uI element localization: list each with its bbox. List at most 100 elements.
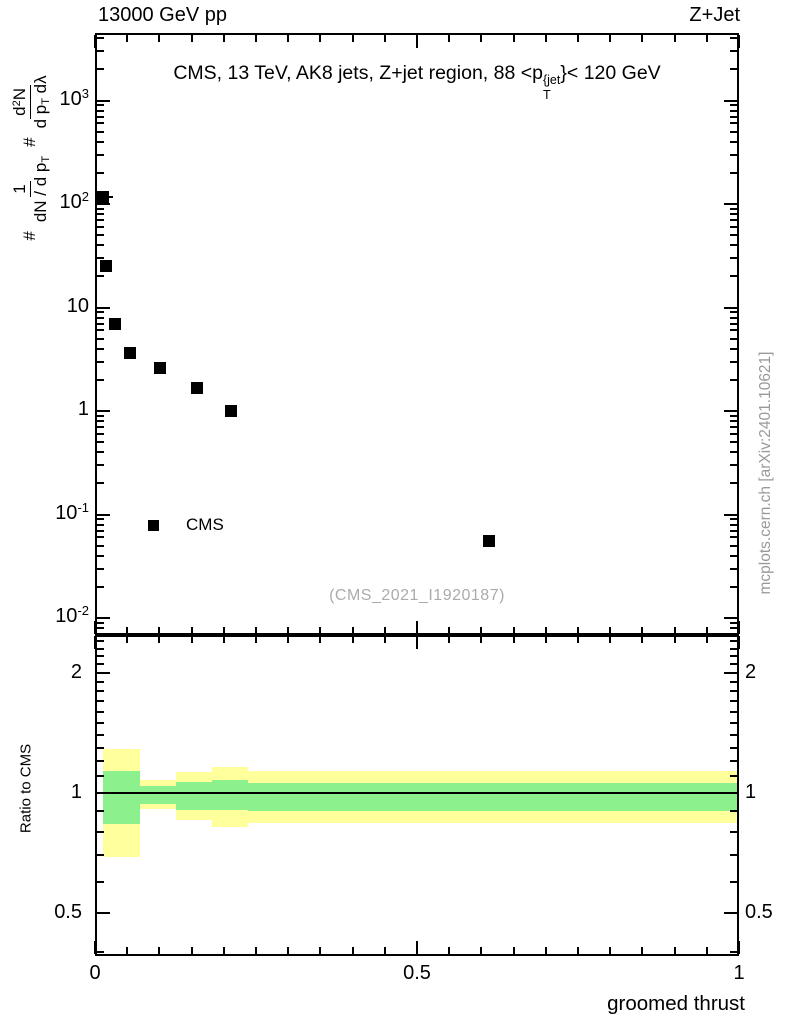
x-tick (126, 35, 129, 42)
x-tick (705, 627, 708, 634)
x-tick (287, 627, 290, 634)
legend-marker-square (148, 520, 159, 531)
x-tick (255, 627, 257, 634)
y-tick (730, 733, 737, 736)
x-tick (319, 627, 322, 634)
y-tick (730, 523, 737, 526)
y-tick (730, 655, 737, 658)
ratio-tick-label: 0.5 (745, 901, 773, 924)
y-tick (97, 37, 104, 40)
x-tick (287, 636, 290, 643)
y-tick (97, 680, 104, 683)
x-tick (287, 947, 290, 954)
y-tick (97, 513, 110, 516)
y-tick (97, 451, 104, 454)
y-tick (97, 311, 104, 314)
main-plot-frame (95, 33, 739, 635)
x-tick (190, 636, 193, 643)
x-tick (448, 627, 451, 634)
y-tick (730, 451, 737, 454)
y-tick (97, 536, 104, 539)
x-tick (190, 627, 193, 634)
x-tick (126, 636, 129, 643)
x-tick (383, 636, 386, 643)
x-tick (190, 35, 193, 42)
y-tick (730, 640, 737, 643)
pt-superscript-subscript: {jet T (543, 74, 560, 101)
x-tick (222, 627, 225, 634)
x-tick (512, 627, 515, 634)
y-tick (97, 690, 104, 693)
y-tick (730, 225, 737, 228)
y-tick-label: 10-2 (55, 603, 89, 627)
x-tick (416, 621, 418, 634)
x-tick (158, 35, 161, 42)
y-tick-label: 102 (59, 189, 89, 213)
y-tick (730, 482, 737, 485)
y-tick (724, 792, 737, 794)
x-tick (673, 947, 676, 954)
x-tick (255, 636, 257, 643)
y-tick (97, 244, 104, 247)
y-tick (97, 171, 104, 174)
plot-title-sub: T (542, 87, 551, 102)
x-tick (255, 947, 257, 954)
y-tick (97, 810, 104, 813)
y-tick (724, 410, 737, 412)
y-tick (724, 912, 737, 915)
x-tick (319, 35, 322, 42)
y-tick (97, 567, 104, 570)
y-tick (97, 316, 104, 319)
y-tick (730, 115, 737, 118)
y-tick (730, 275, 737, 278)
y-tick (730, 378, 737, 381)
y-tick (97, 122, 104, 125)
y-tick (730, 244, 737, 247)
y-tick (730, 360, 737, 363)
y-tick (97, 306, 110, 309)
y-tick (97, 733, 104, 736)
x-tick (577, 35, 579, 42)
y-tick (730, 420, 737, 423)
x-tick (158, 627, 161, 634)
y-tick (730, 140, 737, 143)
y-tick (730, 810, 737, 813)
beam-energy-header: 13000 GeV pp (98, 4, 227, 26)
y-tick (730, 746, 737, 749)
y-tick (97, 68, 104, 71)
data-point (99, 260, 112, 273)
x-tick (705, 947, 708, 954)
y-tick (730, 554, 737, 557)
x-tick (94, 941, 96, 954)
y-tick (97, 257, 104, 260)
x-tick (738, 35, 740, 48)
y-tick (730, 621, 737, 624)
y-tick (97, 432, 104, 435)
x-tick (351, 35, 354, 42)
y-axis-title: # 1 dN / d pT # d2N d pT dλ (0, 32, 60, 284)
x-tick (673, 627, 676, 634)
x-tick (609, 947, 612, 954)
y-tick (730, 518, 737, 521)
x-tick (94, 621, 96, 634)
x-tick (319, 947, 322, 954)
y-tick (97, 950, 104, 953)
hash-symbol: # (20, 137, 39, 147)
data-point (224, 405, 237, 417)
y-tick (97, 426, 104, 429)
ratio-tick-label: 1 (745, 781, 757, 803)
x-tick (416, 941, 418, 954)
y-tick (97, 663, 104, 666)
x-tick (544, 627, 547, 634)
y-tick (97, 523, 104, 526)
x-tick (480, 947, 483, 954)
uncertainty-band-green (211, 779, 249, 810)
y-tick (97, 710, 104, 713)
y-tick (97, 213, 104, 216)
x-tick-label: 1 (733, 962, 745, 984)
x-tick (641, 35, 644, 42)
y-tick (730, 213, 737, 216)
y-tick (730, 347, 737, 350)
y-tick (97, 414, 104, 417)
x-tick (609, 627, 612, 634)
